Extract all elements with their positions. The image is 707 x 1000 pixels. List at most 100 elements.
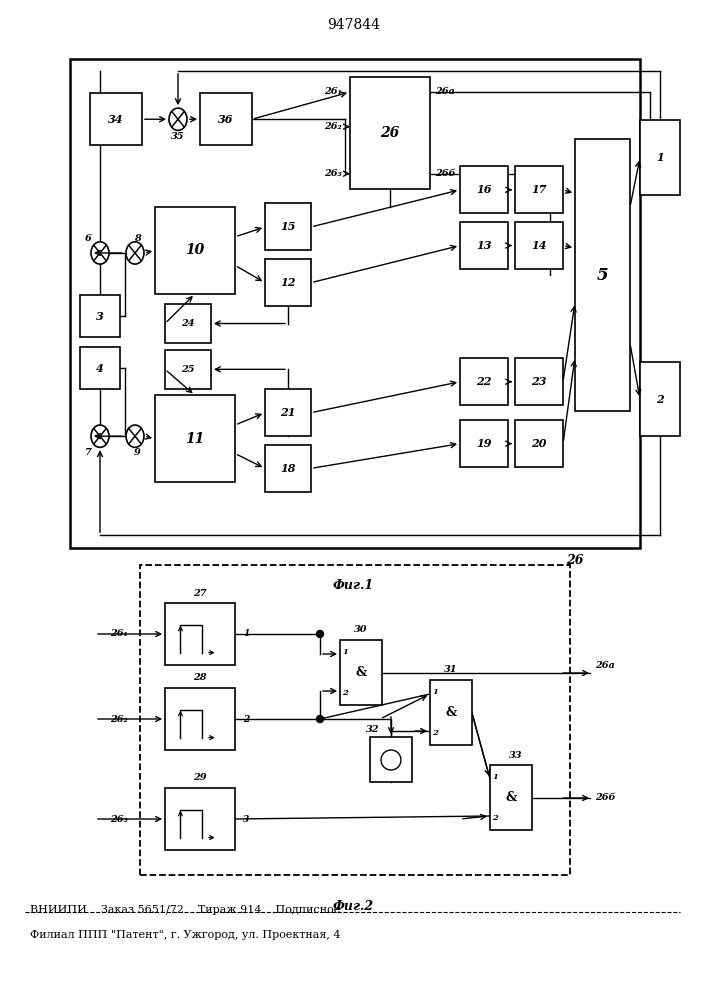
Text: &: & [445,706,457,719]
Text: 26a: 26a [595,660,615,670]
Bar [200,93,252,145]
Bar [640,120,680,195]
Bar [575,139,630,411]
Text: 26₂: 26₂ [110,714,128,724]
Text: 1: 1 [656,152,664,163]
Text: 26: 26 [566,554,584,566]
Text: 11: 11 [185,432,204,446]
Bar [515,420,563,467]
Text: 21: 21 [280,407,296,418]
Text: 26б: 26б [595,794,616,802]
Text: 12: 12 [280,277,296,288]
Text: 26₂: 26₂ [325,122,342,131]
Text: 32: 32 [366,724,380,734]
Bar [265,389,311,436]
Text: 947844: 947844 [327,18,380,32]
Text: 15: 15 [280,221,296,232]
Text: 1: 1 [342,648,348,656]
Bar [80,295,120,337]
Text: 22: 22 [477,376,492,387]
Circle shape [126,425,144,447]
Text: 1: 1 [432,688,438,696]
Bar [265,259,311,306]
Circle shape [126,242,144,264]
Text: 7: 7 [85,448,91,457]
Bar [640,362,680,436]
Bar [165,304,211,343]
Bar [515,358,563,405]
Text: 2: 2 [432,729,438,737]
Text: ВНИИПИ    Заказ 5651/72    Тираж 914    Подписное: ВНИИПИ Заказ 5651/72 Тираж 914 Подписное [30,905,340,915]
Text: 33: 33 [509,750,522,760]
Circle shape [381,750,401,770]
Text: 34: 34 [108,114,124,125]
Text: 26a: 26a [435,88,455,97]
Bar [430,680,472,745]
Circle shape [317,716,324,722]
Text: &: & [356,666,367,679]
Text: &: & [506,791,517,804]
Bar [80,347,120,389]
Text: 6: 6 [85,234,91,243]
Text: 14: 14 [531,240,547,251]
Bar [265,445,311,492]
Text: 26₁: 26₁ [110,630,128,639]
Bar [90,93,142,145]
Text: 3: 3 [243,814,250,824]
Text: 35: 35 [171,132,185,141]
Text: Фиг.1: Фиг.1 [332,579,373,592]
Text: 13: 13 [477,240,492,251]
Text: 2: 2 [342,689,348,697]
Circle shape [91,242,109,264]
Text: 18: 18 [280,463,296,474]
Text: 20: 20 [531,438,547,449]
Text: 29: 29 [193,774,206,782]
Circle shape [317,631,324,638]
Text: 1: 1 [492,773,498,781]
Text: 2: 2 [243,714,250,724]
Text: 26₃: 26₃ [325,169,342,178]
Text: 5: 5 [597,267,608,284]
Text: 4: 4 [96,363,104,374]
Bar [70,59,640,548]
Text: 25: 25 [181,365,194,374]
Text: 17: 17 [531,184,547,195]
Bar [515,222,563,269]
Bar [370,737,412,782]
Bar [350,77,430,189]
Bar [460,222,508,269]
Bar [165,788,235,850]
Text: 28: 28 [193,674,206,682]
Text: 31: 31 [444,666,457,674]
Text: Филиал ППП "Патент", г. Ужгород, ул. Проектная, 4: Филиал ППП "Патент", г. Ужгород, ул. Про… [30,930,341,940]
Bar [155,207,235,294]
Bar [265,203,311,250]
Text: 24: 24 [181,319,194,328]
Bar [490,765,532,830]
Text: 26б: 26б [435,169,455,178]
Bar [460,166,508,213]
Text: 26: 26 [380,126,399,140]
Text: 2: 2 [656,394,664,405]
Text: 23: 23 [531,376,547,387]
Text: 26₁: 26₁ [325,88,342,97]
Bar [340,640,382,705]
Circle shape [91,425,109,447]
Bar [155,395,235,482]
Bar [515,166,563,213]
Text: 1: 1 [243,630,250,639]
Text: 27: 27 [193,588,206,597]
Text: 16: 16 [477,184,492,195]
Bar [165,603,235,665]
Bar [165,350,211,389]
Text: 3: 3 [96,311,104,322]
Text: 30: 30 [354,626,368,635]
Bar [460,358,508,405]
Text: 10: 10 [185,243,204,257]
Bar [140,565,570,875]
Text: 2: 2 [492,814,498,822]
Text: 8: 8 [134,234,141,243]
Text: 19: 19 [477,438,492,449]
Text: Фиг.2: Фиг.2 [332,900,373,913]
Circle shape [169,108,187,130]
